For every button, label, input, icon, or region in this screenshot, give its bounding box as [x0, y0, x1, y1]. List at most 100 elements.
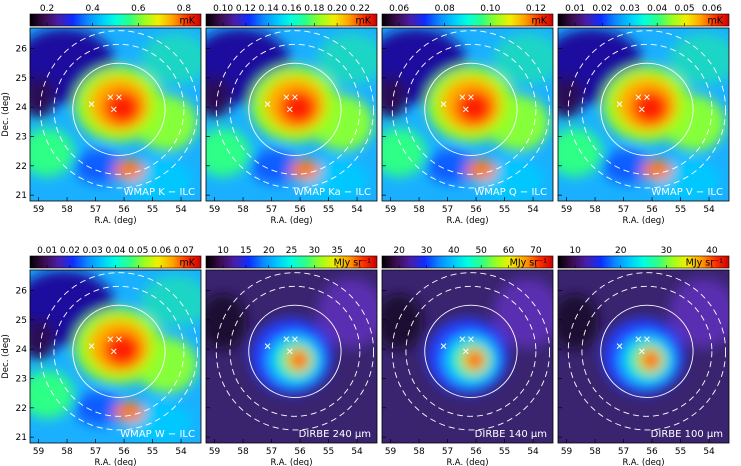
- x-axis-label: R.A. (deg): [446, 458, 488, 466]
- background-annulus-outer: [567, 272, 727, 431]
- x-tick-label: 54: [527, 447, 539, 457]
- aperture-circle: [248, 304, 342, 398]
- colorbar-tick-label: 30: [661, 246, 673, 256]
- x-tick-label: 56: [646, 447, 658, 457]
- source-marker: [638, 348, 645, 355]
- colorbar-tick-label: 10: [217, 246, 229, 256]
- map-frame: [381, 269, 554, 444]
- source-marker: [644, 94, 650, 101]
- source-marker: [88, 343, 95, 349]
- source-marker: [292, 94, 298, 101]
- map-frame: [205, 269, 378, 444]
- map-image: [30, 28, 201, 201]
- background-annulus-inner: [581, 43, 713, 175]
- source-marker: [292, 336, 298, 343]
- x-tick-label: 58: [413, 447, 425, 457]
- x-tick-label: 57: [90, 447, 101, 457]
- colorbar-unit: MJy sr⁻¹: [334, 258, 372, 269]
- colorbar-unit: mK: [180, 16, 196, 27]
- x-tick-label: 54: [703, 205, 715, 215]
- x-tick-label: 59: [385, 447, 397, 457]
- source-marker: [638, 106, 645, 113]
- source-marker: [459, 94, 466, 101]
- source-marker: [635, 94, 642, 101]
- y-tick-label: 26: [16, 287, 28, 297]
- x-tick-label: 54: [175, 447, 187, 457]
- panel-title: WMAP W − ILC: [120, 429, 195, 440]
- background-annulus-outer: [391, 30, 551, 189]
- colorbar-tick-label: 0.10: [480, 4, 500, 14]
- x-tick-label: 57: [90, 205, 101, 215]
- source-marker: [264, 343, 271, 349]
- y-tick-label: 23: [16, 132, 27, 142]
- x-tick-label: 58: [61, 205, 73, 215]
- x-tick-label: 59: [561, 205, 573, 215]
- colorbar-tick-label: 0.04: [647, 4, 667, 14]
- source-marker: [283, 336, 290, 343]
- map-frame: [557, 27, 730, 202]
- colorbar-tick-label: 0.01: [37, 246, 57, 256]
- x-axis-label: R.A. (deg): [622, 216, 664, 226]
- source-marker: [616, 343, 623, 349]
- source-marker: [440, 343, 447, 349]
- x-tick-label: 58: [237, 205, 249, 215]
- panel-2: mK 0.10 0.12 0.14 0.16 0.18 0.20 0.22 WMAP Ka − …: [205, 4, 378, 226]
- panel-title: WMAP Q − ILC: [474, 187, 547, 198]
- colorbar-tick-label: 0.07: [174, 246, 194, 256]
- x-tick-label: 57: [618, 205, 629, 215]
- colorbar-tick-label: 10: [569, 246, 581, 256]
- colorbar-tick-label: 70: [530, 246, 542, 256]
- source-marker: [459, 336, 466, 343]
- colorbar-tick-label: 30: [421, 246, 433, 256]
- aperture-circle: [600, 62, 694, 156]
- colorbar-tick-label: 0.06: [389, 4, 409, 14]
- source-marker: [110, 348, 117, 355]
- x-axis-label: R.A. (deg): [94, 458, 136, 466]
- map-image: [382, 28, 553, 201]
- map-frame: [557, 269, 730, 444]
- x-tick-label: 55: [499, 205, 510, 215]
- background-annulus-inner: [53, 43, 185, 175]
- map-image: [30, 270, 201, 443]
- panel-1: mK 0.2 0.4 0.6 0.8 WMAP K − ILC 59 58 57 56 55 54 R.…: [1, 4, 202, 226]
- x-tick-label: 58: [589, 447, 601, 457]
- x-tick-label: 59: [561, 447, 573, 457]
- background-annulus-inner: [53, 285, 185, 417]
- colorbar-tick-label: 30: [309, 246, 321, 256]
- y-tick-label: 25: [16, 316, 27, 326]
- colorbar-tick-label: 0.02: [592, 4, 612, 14]
- source-marker: [116, 336, 122, 343]
- background-annulus-inner: [581, 285, 713, 417]
- panel-3: mK 0.06 0.08 0.10 0.12 WMAP Q − ILC 59 58 57 56 55…: [381, 4, 554, 226]
- x-tick-label: 58: [61, 447, 73, 457]
- x-tick-label: 56: [118, 447, 130, 457]
- colorbar-tick-label: 0.14: [259, 4, 279, 14]
- map-image: [206, 270, 377, 443]
- aperture-circle: [72, 62, 166, 156]
- colorbar-tick-label: 0.18: [304, 4, 324, 14]
- source-marker: [110, 106, 117, 113]
- colorbar-tick-label: 50: [475, 246, 487, 256]
- colorbar-tick-label: 0.22: [350, 4, 370, 14]
- y-tick-label: 25: [16, 74, 27, 84]
- x-tick-label: 55: [147, 447, 158, 457]
- y-tick-label: 21: [16, 433, 27, 443]
- x-tick-label: 57: [618, 447, 629, 457]
- map-frame: [29, 27, 202, 202]
- panel-6: MJy sr⁻¹ 10 15 20 25 30 35 40 DIRBE 240 μm 59 58 57…: [205, 246, 378, 466]
- colorbar-tick-label: 20: [615, 246, 627, 256]
- source-marker: [440, 101, 447, 107]
- panel-title: DIRBE 140 μm: [475, 429, 547, 440]
- colorbar-tick-label: 35: [331, 246, 342, 256]
- y-tick-label: 23: [16, 374, 27, 384]
- colorbar-tick-label: 0.10: [213, 4, 233, 14]
- colorbar-tick-label: 0.04: [105, 246, 125, 256]
- source-marker: [635, 336, 642, 343]
- x-tick-label: 59: [209, 205, 221, 215]
- aperture-circle: [600, 304, 694, 398]
- map-image: [206, 28, 377, 201]
- x-axis-label: R.A. (deg): [446, 216, 488, 226]
- x-tick-label: 58: [589, 205, 601, 215]
- background-annulus-inner: [405, 43, 537, 175]
- y-tick-label: 21: [16, 191, 27, 201]
